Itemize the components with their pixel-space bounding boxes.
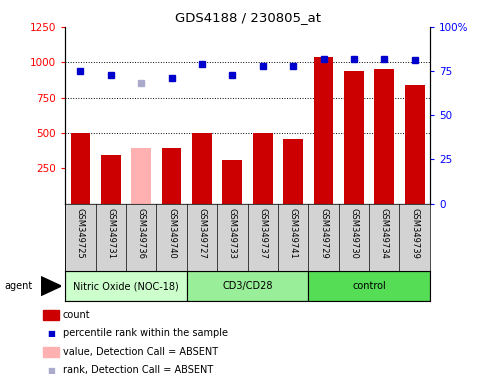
Text: rank, Detection Call = ABSENT: rank, Detection Call = ABSENT bbox=[63, 365, 213, 375]
Text: ■: ■ bbox=[47, 366, 55, 375]
Text: ■: ■ bbox=[47, 329, 55, 338]
Title: GDS4188 / 230805_at: GDS4188 / 230805_at bbox=[174, 11, 321, 24]
Text: control: control bbox=[352, 281, 386, 291]
Polygon shape bbox=[41, 276, 61, 296]
Bar bbox=[374, 69, 394, 204]
Text: GSM349737: GSM349737 bbox=[258, 208, 267, 259]
Text: GSM349733: GSM349733 bbox=[228, 208, 237, 259]
Bar bbox=[131, 148, 151, 204]
Text: GSM349740: GSM349740 bbox=[167, 208, 176, 259]
Text: GSM349730: GSM349730 bbox=[349, 208, 358, 259]
Text: GSM349736: GSM349736 bbox=[137, 208, 146, 259]
Bar bbox=[313, 56, 333, 204]
FancyBboxPatch shape bbox=[308, 271, 430, 301]
Text: GSM349727: GSM349727 bbox=[198, 208, 206, 259]
Text: GSM349731: GSM349731 bbox=[106, 208, 115, 259]
Bar bbox=[101, 156, 121, 204]
Bar bbox=[405, 85, 425, 204]
Text: GSM349739: GSM349739 bbox=[410, 208, 419, 259]
Text: GSM349734: GSM349734 bbox=[380, 208, 389, 259]
FancyBboxPatch shape bbox=[65, 271, 187, 301]
Text: count: count bbox=[63, 310, 90, 320]
Text: Nitric Oxide (NOC-18): Nitric Oxide (NOC-18) bbox=[73, 281, 179, 291]
Text: CD3/CD28: CD3/CD28 bbox=[222, 281, 273, 291]
Bar bbox=[162, 148, 182, 204]
Text: GSM349729: GSM349729 bbox=[319, 208, 328, 259]
Bar bbox=[344, 71, 364, 204]
Bar bbox=[253, 133, 272, 204]
Bar bbox=[283, 139, 303, 204]
Text: value, Detection Call = ABSENT: value, Detection Call = ABSENT bbox=[63, 347, 218, 357]
Text: agent: agent bbox=[5, 281, 33, 291]
Text: GSM349725: GSM349725 bbox=[76, 208, 85, 259]
Bar bbox=[71, 133, 90, 204]
FancyBboxPatch shape bbox=[187, 271, 308, 301]
Text: percentile rank within the sample: percentile rank within the sample bbox=[63, 328, 228, 338]
Bar bbox=[223, 160, 242, 204]
Bar bbox=[192, 133, 212, 204]
Text: GSM349741: GSM349741 bbox=[289, 208, 298, 259]
